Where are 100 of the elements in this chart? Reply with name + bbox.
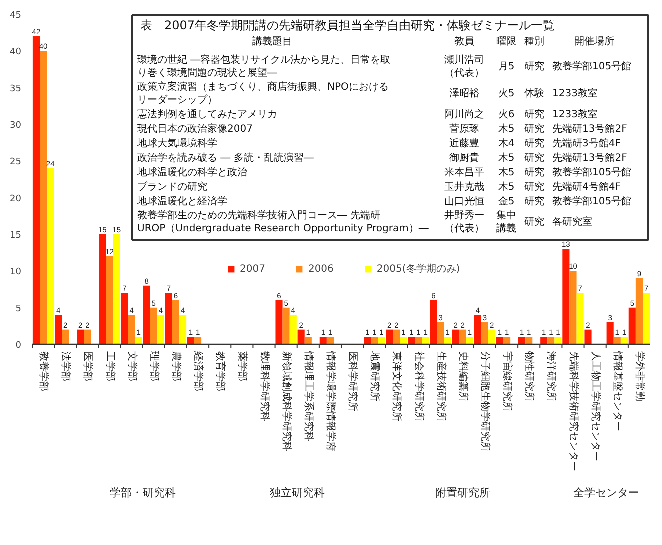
bar — [128, 315, 136, 344]
bar — [276, 300, 283, 344]
y-tick-label: 40 — [10, 48, 22, 58]
x-tick-label: 経済学部 — [192, 350, 205, 392]
x-tick-label: 物性研究所 — [524, 352, 536, 402]
bar — [150, 308, 158, 344]
bar — [77, 330, 84, 344]
y-tick-label: 45 — [10, 11, 22, 21]
bar — [40, 51, 48, 344]
bar — [290, 315, 297, 344]
annotation: 政治学を読み破る ― 多読・乱読演習― — [138, 152, 314, 164]
bar — [606, 322, 614, 344]
bar — [444, 337, 452, 344]
annotation: 玉井克哉 — [444, 180, 484, 193]
text: 独立研究科 — [270, 486, 325, 500]
bar — [121, 293, 128, 344]
x-tick-label: 分子細胞生物学研究所 — [479, 352, 492, 452]
bar — [518, 337, 526, 344]
x-tick-label: 理学部 — [148, 352, 160, 382]
annotation: 集中講義 — [496, 209, 516, 235]
annotation: ブランドの研究 — [138, 180, 208, 193]
bar — [452, 330, 460, 344]
annotation: 教養学部105号館 — [552, 60, 632, 72]
y-tick-label: 30 — [10, 121, 22, 131]
x-tick-label: 史料編纂所 — [457, 352, 470, 402]
annotation: 木5 — [498, 180, 515, 193]
annotation: 木5 — [498, 166, 515, 178]
bar — [84, 330, 92, 344]
y-tick-label: 10 — [10, 268, 22, 278]
annotation: 研究 — [524, 166, 544, 178]
annotation: 先端研4号館4F — [552, 180, 622, 193]
annotation: 先端研13号館2F — [552, 122, 628, 135]
bar — [488, 330, 496, 344]
annotation: 種別 — [524, 36, 544, 48]
bar — [143, 286, 150, 344]
x-tick-label: 新領域創成科学研究科 — [280, 352, 293, 452]
bar — [540, 337, 548, 344]
legend-label: 2007 — [240, 264, 266, 274]
x-tick-label: 社会科学研究所 — [413, 352, 426, 422]
y-tick-label: 0 — [16, 341, 22, 351]
x-tick-label: 海洋研究所 — [546, 352, 558, 402]
annotation: 教養学部105号館 — [552, 195, 632, 208]
bar — [554, 337, 562, 344]
annotation: 地球大気環境科学 — [136, 137, 218, 150]
x-tick-label: 情報学環学際情報学府 — [324, 350, 337, 452]
annotation: 木5 — [498, 122, 515, 135]
bar — [378, 337, 386, 344]
x-tick-label: 文学部 — [126, 352, 138, 382]
bar — [194, 337, 202, 344]
annotation: 金5 — [498, 195, 515, 208]
x-tick-label: 教育学部 — [214, 352, 227, 392]
annotation: 研究 — [524, 122, 544, 135]
annotation: 研究 — [524, 60, 544, 72]
annotation: 地球温暖化の科学と政治 — [136, 166, 248, 178]
bar — [459, 330, 466, 344]
x-tick-label: 数理科学研究科 — [258, 352, 271, 422]
x-tick-label: 東洋文化研究所 — [391, 352, 404, 422]
bar — [364, 337, 372, 344]
annotation: 開催場所 — [574, 36, 614, 48]
bar — [620, 337, 628, 344]
bar — [298, 330, 305, 344]
annotation: 火6 — [498, 108, 515, 120]
bar — [106, 256, 114, 344]
bar — [526, 337, 533, 344]
x-tick-label: 教養学部 — [38, 352, 50, 392]
annotation: 研究 — [524, 108, 544, 120]
bar — [32, 36, 40, 344]
bar — [55, 315, 62, 344]
annotation: 環境の世紀 ―容器包装リサイクル法から見た、日常を取り巻く環境問題の現状と展望― — [138, 54, 391, 80]
text: 学部・研究科 — [110, 486, 176, 500]
x-tick-label: 地震研究所 — [369, 350, 382, 402]
y-tick-label: 25 — [10, 158, 22, 168]
bar — [562, 249, 570, 344]
annotation: 教員 — [454, 36, 474, 48]
bar — [570, 271, 577, 344]
bar — [576, 293, 584, 344]
bar — [62, 330, 70, 344]
annotation: 研究 — [524, 180, 544, 193]
bar — [481, 322, 488, 344]
annotation: 表 2007年冬学期開講の先端研教員担当全学自由研究・体験ゼミナール一覧 — [140, 18, 556, 32]
annotation: 澤昭裕 — [450, 88, 480, 100]
annotation: 1233教室 — [552, 108, 598, 120]
bar — [636, 278, 643, 344]
annotation: 阿川尚之 — [444, 108, 484, 120]
legend-label: 2005(冬学期のみ) — [376, 262, 460, 276]
bar — [172, 300, 180, 344]
bar — [422, 337, 430, 344]
annotation: 政策立案演習（まちづくり、商店街振興、NPOにおけるリーダーシップ） — [138, 80, 389, 106]
bar — [474, 315, 482, 344]
annotation: 現代日本の政治家像2007 — [138, 122, 253, 135]
annotation: 近藤豊 — [450, 137, 480, 150]
annotation: 月5 — [498, 62, 515, 72]
annotation: 地球温暖化と経済学 — [136, 195, 228, 208]
annotation: 木5 — [498, 152, 515, 164]
bar — [113, 234, 120, 344]
bar — [320, 337, 327, 344]
bar — [135, 337, 142, 344]
legend-label: 2006 — [308, 264, 334, 274]
annotation: 研究 — [524, 216, 544, 228]
x-tick-label: 情報理工学系研究科 — [302, 350, 315, 442]
